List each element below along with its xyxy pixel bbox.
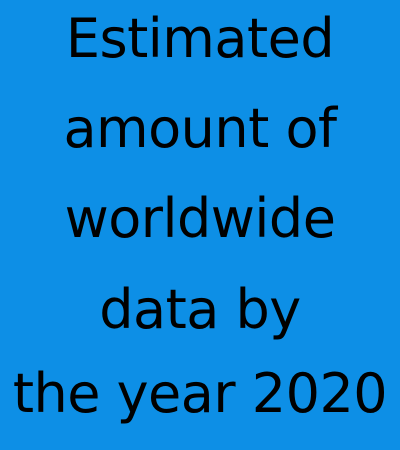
title-line-5: the year 2020 [12, 362, 388, 425]
title-line-2: amount of [63, 97, 337, 160]
title-line-3: worldwide [64, 187, 336, 250]
title-line-4: data by [99, 278, 301, 341]
title-line-1: Estimated [65, 7, 335, 70]
